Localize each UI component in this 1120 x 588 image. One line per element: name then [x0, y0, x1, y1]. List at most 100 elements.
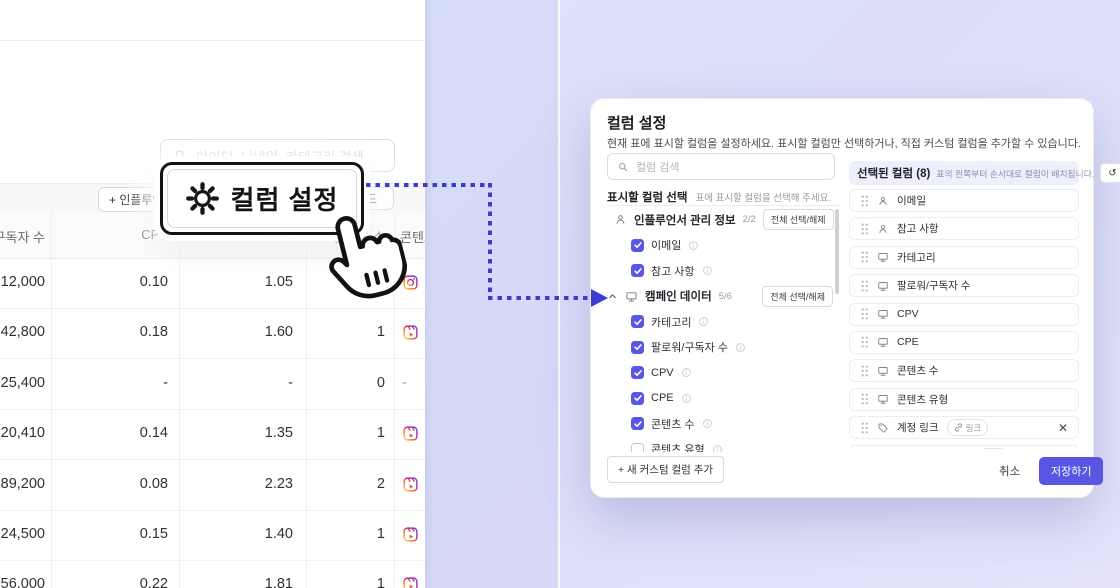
info-icon[interactable] — [702, 265, 713, 276]
checkbox-checked[interactable] — [631, 391, 644, 405]
select-all-toggle-button[interactable]: 전체 선택/해제 — [762, 209, 834, 231]
column-divider — [179, 212, 180, 588]
left-list-scrollbar[interactable] — [835, 209, 839, 294]
info-icon[interactable] — [702, 418, 713, 429]
checkbox-checked[interactable] — [631, 238, 644, 252]
checkbox-label: 참고 사항 — [651, 265, 695, 278]
dotted-arrow-segment — [366, 183, 490, 187]
checkbox-row-category[interactable]: 카테고리 — [607, 309, 839, 335]
selected-item-clipped[interactable]: 콘텐츠 게시 시간 날짜 ✕ — [849, 444, 1079, 449]
arrowhead-icon — [591, 289, 608, 307]
cancel-button[interactable]: 취소 — [999, 466, 1021, 478]
column-settings-button[interactable]: 컬럼 설정 — [160, 162, 364, 235]
col-header-cpv[interactable]: CPV — [141, 227, 168, 242]
cell-platform-empty: - — [402, 374, 407, 391]
selected-item-contents-type[interactable]: 콘텐츠 유형 — [849, 387, 1079, 411]
selected-item-email[interactable]: 이메일 — [849, 189, 1079, 212]
drag-handle-icon[interactable] — [860, 364, 869, 378]
table-row[interactable]: 56,000 0.22 1.81 1 — [0, 560, 425, 588]
cell-cpv: 0.15 — [139, 526, 168, 542]
person-icon — [877, 195, 889, 207]
selected-item-account-link[interactable]: 계정 링크 링크 ✕ — [849, 416, 1079, 440]
type-badge: 링크 — [946, 419, 989, 437]
drag-handle-icon[interactable] — [860, 392, 869, 406]
checkbox-label: CPE — [651, 392, 674, 405]
selected-item-notes[interactable]: 참고 사항 — [849, 217, 1079, 241]
table-row[interactable]: 89,200 0.08 2.23 2 — [0, 460, 425, 511]
drag-handle-icon[interactable] — [860, 194, 869, 208]
drag-handle-icon[interactable] — [860, 421, 869, 435]
info-icon[interactable] — [681, 367, 692, 378]
group-campaign-data[interactable]: 캠페인 데이터 5/6 전체 선택/해제 — [607, 284, 839, 310]
drag-handle-icon[interactable] — [860, 307, 869, 321]
checkbox-checked[interactable] — [631, 264, 644, 278]
drag-handle-icon[interactable] — [860, 250, 869, 264]
checkbox-row-contents-type[interactable]: 콘텐츠 유형 — [607, 437, 839, 452]
checkbox-row-followers[interactable]: 팔로워/구독자 수 — [607, 335, 839, 361]
chevron-up-icon[interactable] — [607, 291, 618, 302]
checkbox-unchecked[interactable] — [631, 442, 644, 452]
monitor-icon — [877, 280, 889, 292]
reset-button[interactable]: ↺초기화 — [1100, 163, 1120, 183]
info-icon[interactable] — [735, 342, 746, 353]
drag-handle-icon[interactable] — [860, 222, 869, 236]
selected-item-label: 팔로워/구독자 수 — [897, 280, 971, 293]
select-all-toggle-button[interactable]: 전체 선택/해제 — [762, 285, 833, 307]
checkbox-label: 카테고리 — [651, 316, 692, 329]
checkbox-row-contents-count[interactable]: 콘텐츠 수 — [607, 411, 839, 437]
checkbox-checked[interactable] — [631, 366, 644, 380]
checkbox-checked[interactable] — [631, 340, 644, 354]
checkbox-row-cpe[interactable]: CPE — [607, 386, 839, 412]
modal-description: 현재 표에 표시할 컬럼을 설정하세요. 표시할 컬럼만 선택하거나, 직접 커… — [607, 138, 1081, 150]
selected-columns-hint: 표의 왼쪽부터 순서대로 컬럼이 배치됩니다. — [936, 168, 1095, 179]
checkbox-row-email[interactable]: 이메일 — [607, 233, 839, 259]
header-divider — [0, 40, 425, 41]
check-icon — [633, 419, 643, 429]
selected-item-contents-count[interactable]: 콘텐츠 수 — [849, 359, 1079, 383]
checkbox-checked[interactable] — [631, 417, 644, 431]
check-icon — [633, 317, 643, 327]
col-header-subscribers[interactable]: 구독자 수 — [0, 230, 45, 245]
checkbox-checked[interactable] — [631, 315, 644, 329]
checkbox-row-cpv[interactable]: CPV — [607, 360, 839, 386]
col-header-contents-type[interactable]: 콘텐츠 유형 — [400, 230, 425, 245]
drag-handle-icon[interactable] — [860, 279, 869, 293]
selected-columns-title: 선택된 컬럼 (8) — [857, 168, 931, 180]
background-seam — [558, 0, 560, 588]
group-influencer-info[interactable]: 인플루언서 관리 정보 2/2 전체 선택/해제 — [607, 207, 839, 233]
cell-subscribers: 520,410 — [0, 425, 45, 442]
table-row[interactable]: 42,800 0.18 1.60 1 — [0, 308, 425, 360]
selected-item-followers[interactable]: 팔로워/구독자 수 — [849, 274, 1079, 298]
table-row[interactable]: 24,500 0.15 1.40 1 — [0, 510, 425, 561]
selected-item-cpv[interactable]: CPV — [849, 302, 1079, 326]
section-divider — [607, 205, 839, 206]
cell-contents-count: 0 — [376, 374, 385, 391]
checkbox-label: 이메일 — [651, 240, 682, 253]
remove-item-button[interactable]: ✕ — [1057, 420, 1068, 435]
info-icon[interactable] — [698, 316, 709, 327]
add-custom-column-button[interactable]: + 새 커스텀 컬럼 추가 — [607, 456, 725, 483]
info-icon[interactable] — [681, 393, 692, 404]
monitor-icon — [877, 251, 889, 263]
checkbox-label: 콘텐츠 수 — [651, 418, 695, 431]
selected-item-cpe[interactable]: CPE — [849, 330, 1079, 354]
selected-item-category[interactable]: 카테고리 — [849, 245, 1079, 269]
table-row[interactable]: 520,410 0.14 1.35 1 — [0, 409, 425, 461]
checkbox-label: CPV — [651, 366, 674, 379]
checkbox-row-notes[interactable]: 참고 사항 — [607, 258, 839, 284]
info-icon[interactable] — [712, 444, 723, 452]
custom-column-icon — [877, 422, 889, 434]
cell-contents-count: 1 — [376, 324, 385, 341]
selected-item-label: 카테고리 — [897, 251, 936, 264]
drag-handle-icon[interactable] — [860, 335, 869, 349]
selected-item-label: 이메일 — [897, 195, 926, 207]
reset-icon: ↺ — [1108, 167, 1117, 179]
cell-cpv: 0.10 — [139, 274, 168, 290]
monitor-icon — [625, 290, 638, 303]
column-search-input[interactable]: 컬럼 검색 — [607, 153, 835, 180]
background-band — [425, 0, 560, 588]
save-button[interactable]: 저장하기 — [1039, 457, 1104, 485]
column-search-placeholder: 컬럼 검색 — [636, 161, 680, 174]
table-row[interactable]: 25,400 - - 0 - — [0, 359, 425, 410]
info-icon[interactable] — [688, 240, 699, 251]
